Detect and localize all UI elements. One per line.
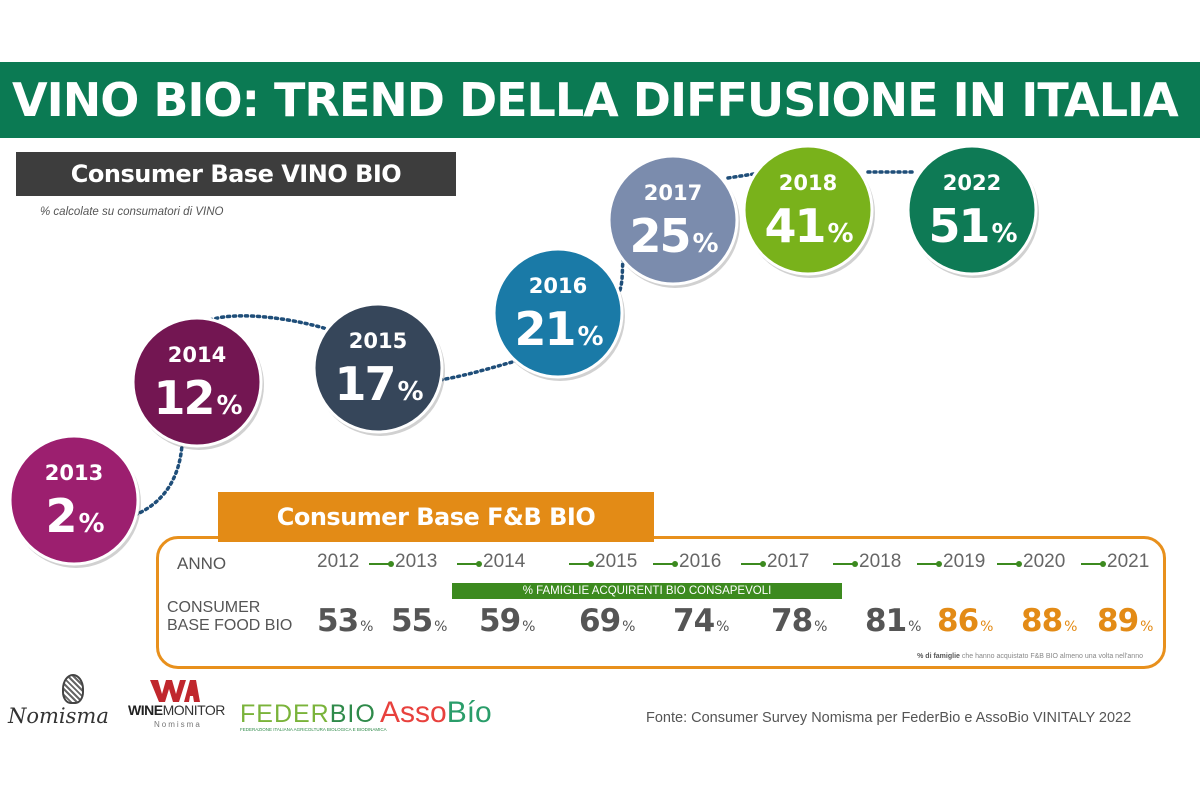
fb-value-2012: 53% (317, 603, 374, 639)
row-label-line-2: BASE FOOD BIO (167, 617, 293, 634)
fb-value-2021: 89% (1097, 603, 1154, 639)
vino-section-header: Consumer Base VINO BIO (16, 152, 456, 196)
fb-year-2019: 2019 (943, 551, 986, 572)
bubble-circle (492, 247, 624, 379)
fb-section-header: Consumer Base F&B BIO (218, 492, 654, 542)
bubble-value-label: 25% (629, 209, 718, 263)
bubble-value-label: 17% (334, 357, 423, 411)
bubble-connector (618, 258, 625, 292)
bubble-value-label: 41% (764, 199, 853, 253)
famiglie-consapevoli-band: % FAMIGLIE ACQUIRENTI BIO CONSAPEVOLI (452, 583, 842, 599)
winemonitor-mark-icon (150, 680, 200, 702)
row-label-consumer-base: CONSUMER BASE FOOD BIO (167, 599, 292, 635)
bubble-connector (438, 358, 522, 382)
page-title: VINO BIO: TREND DELLA DIFFUSIONE IN ITAL… (12, 73, 1179, 127)
source-note: Fonte: Consumer Survey Nomisma per Feder… (646, 710, 1132, 726)
year-arrow-icon (741, 561, 766, 567)
year-arrow-icon (1081, 561, 1106, 567)
fb-year-2018: 2018 (859, 551, 902, 572)
fb-value-2018: 81% (865, 603, 922, 639)
bubble-2018: 2018 41% (742, 144, 875, 278)
bubble-connectors (133, 170, 914, 517)
footnote-bold: % di famiglie (917, 653, 960, 660)
fb-value-2015: 69% (579, 603, 636, 639)
fb-year-2016: 2016 (679, 551, 722, 572)
title-bar: VINO BIO: TREND DELLA DIFFUSIONE IN ITAL… (0, 62, 1200, 138)
winemonitor-sub: Nomisma (154, 720, 202, 729)
winemonitor-logo: WINEMONITOR (128, 702, 225, 718)
fb-value-2014: 59% (479, 603, 536, 639)
fb-value-2016: 74% (673, 603, 730, 639)
federbio-sub: FEDERAZIONE ITALIANA AGRICOLTURA BIOLOGI… (240, 727, 387, 732)
bubble-year-label: 2017 (644, 181, 702, 205)
bubble-year-label: 2022 (943, 171, 1001, 195)
year-arrow-icon (917, 561, 942, 567)
bubble-2022: 2022 51% (906, 144, 1039, 278)
bubbles: 2013 2 % 2014 12 % 2015 17 % 2016 21 % 2017 25 % 2018 41… (8, 144, 1039, 568)
bubble-circle (607, 154, 739, 286)
bubble-2017: 2017 25% (607, 154, 740, 288)
bubble-value-label: 51% (928, 199, 1017, 253)
fb-table-box: ANNO CONSUMER BASE FOOD BIO 2012 2013 2014… (156, 536, 1166, 669)
year-arrow-icon (653, 561, 678, 567)
fb-year-2021: 2021 (1107, 551, 1150, 572)
federbio-logo: FEDERBIO (240, 700, 376, 728)
row-label-anno: ANNO (177, 554, 227, 573)
bubble-year-label: 2018 (779, 171, 837, 195)
bubble-connector (133, 443, 184, 517)
fb-year-2012: 2012 (317, 551, 360, 572)
fb-value-2020: 88% (1021, 603, 1078, 639)
vino-section-note: % calcolate su consumatori di VINO (40, 206, 224, 218)
fb-year-2015: 2015 (595, 551, 638, 572)
bubble-year-label: 2013 (45, 461, 103, 485)
bubble-2015: 2015 17% (312, 302, 445, 436)
fb-year-2020: 2020 (1023, 551, 1066, 572)
fb-year-2013: 2013 (395, 551, 438, 572)
year-arrow-icon (997, 561, 1022, 567)
nomisma-emblem-icon (62, 674, 84, 704)
year-arrow-icon (833, 561, 858, 567)
assobio-logo: AssoBío (380, 696, 492, 729)
bubble-2013: 2013 2% (8, 434, 141, 568)
bubble-2014: 2014 12% (131, 316, 264, 450)
partner-logos: Nomisma WINEMONITOR Nomisma FEDERBIO FED… (0, 672, 560, 742)
nomisma-logo: Nomisma (8, 704, 109, 728)
fb-year-2014: 2014 (483, 551, 526, 572)
bubble-year-label: 2016 (529, 274, 587, 298)
fb-value-2013: 55% (391, 603, 448, 639)
bubble-value-label: 2% (45, 489, 104, 543)
year-arrow-icon (369, 561, 394, 567)
year-arrow-icon (457, 561, 482, 567)
fb-year-2017: 2017 (767, 551, 810, 572)
bubble-value-label: 12% (153, 371, 242, 425)
fb-value-2019: 86% (937, 603, 994, 639)
bubble-circle (8, 434, 140, 566)
bubble-year-label: 2014 (168, 343, 226, 367)
bubble-year-label: 2015 (349, 329, 407, 353)
fb-footnote: % di famiglie che hanno acquistato F&B B… (917, 653, 1143, 660)
bubble-value-label: 21% (514, 302, 603, 356)
bubble-circle (742, 144, 874, 276)
bubble-circle (906, 144, 1038, 276)
year-arrow-icon (569, 561, 594, 567)
row-label-line-1: CONSUMER (167, 599, 261, 616)
bubble-2016: 2016 21% (492, 247, 625, 381)
fb-value-2017: 78% (771, 603, 828, 639)
bubble-circle (312, 302, 444, 434)
footnote-rest: che hanno acquistato F&B BIO almeno una … (959, 653, 1143, 660)
bubble-circle (131, 316, 263, 448)
bubble-connector (208, 314, 332, 332)
